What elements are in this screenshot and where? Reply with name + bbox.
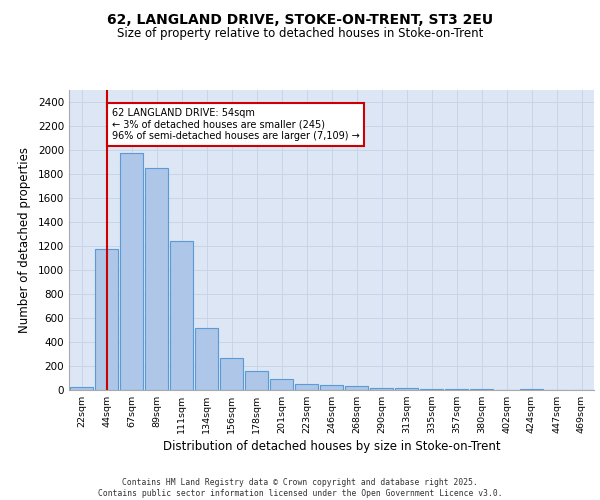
- Bar: [119, 153, 143, 390]
- Text: 62, LANGLAND DRIVE, STOKE-ON-TRENT, ST3 2EU: 62, LANGLAND DRIVE, STOKE-ON-TRENT, ST3 …: [107, 12, 493, 26]
- Bar: [170, 241, 193, 390]
- Bar: [220, 358, 244, 390]
- Bar: [395, 388, 418, 390]
- Bar: [145, 168, 169, 390]
- Bar: [344, 386, 368, 390]
- Y-axis label: Number of detached properties: Number of detached properties: [18, 147, 31, 333]
- Bar: [295, 384, 319, 390]
- Text: Contains HM Land Registry data © Crown copyright and database right 2025.
Contai: Contains HM Land Registry data © Crown c…: [98, 478, 502, 498]
- Text: 62 LANGLAND DRIVE: 54sqm
← 3% of detached houses are smaller (245)
96% of semi-d: 62 LANGLAND DRIVE: 54sqm ← 3% of detache…: [112, 108, 359, 141]
- Text: Size of property relative to detached houses in Stoke-on-Trent: Size of property relative to detached ho…: [117, 28, 483, 40]
- Bar: [70, 387, 94, 390]
- Bar: [245, 372, 268, 390]
- Bar: [194, 328, 218, 390]
- Bar: [320, 384, 343, 390]
- Bar: [95, 249, 118, 390]
- Bar: [269, 379, 293, 390]
- Bar: [370, 388, 394, 390]
- X-axis label: Distribution of detached houses by size in Stoke-on-Trent: Distribution of detached houses by size …: [163, 440, 500, 454]
